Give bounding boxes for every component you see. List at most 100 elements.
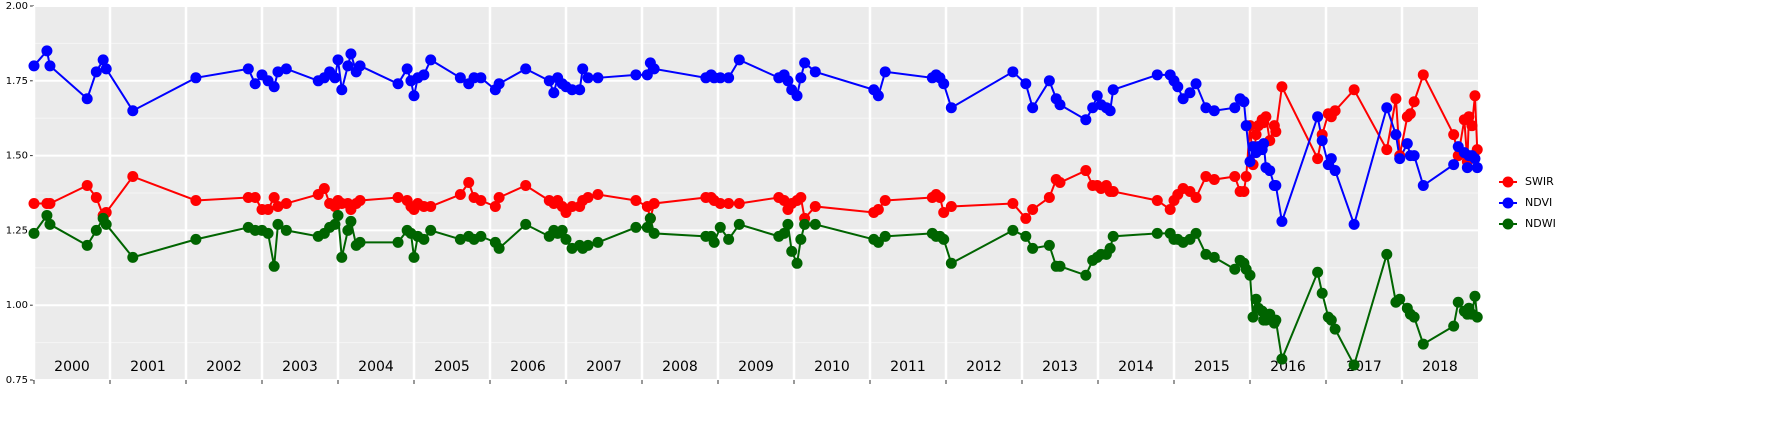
year-label: 2005: [434, 359, 470, 375]
data-point: [354, 194, 366, 206]
data-point: [1190, 227, 1202, 239]
data-point: [1151, 69, 1163, 81]
data-point: [708, 236, 720, 248]
data-point: [127, 171, 139, 183]
data-point: [582, 72, 594, 84]
data-point: [1408, 311, 1420, 323]
data-point: [1007, 224, 1019, 236]
y-tick-label: 1.25: [6, 225, 28, 236]
data-point: [879, 194, 891, 206]
data-point: [520, 180, 532, 192]
data-point: [489, 200, 501, 212]
y-tick-label: 1.00: [6, 300, 28, 311]
data-point: [280, 224, 292, 236]
legend-key: [1502, 197, 1514, 209]
data-point: [577, 63, 589, 75]
data-point: [318, 183, 330, 195]
data-point: [543, 75, 555, 87]
data-point: [280, 197, 292, 209]
data-point: [945, 102, 957, 114]
data-point: [879, 66, 891, 78]
data-point: [1208, 251, 1220, 263]
data-point: [799, 218, 811, 230]
data-point: [592, 188, 604, 200]
year-label: 2010: [814, 359, 850, 375]
data-point: [1151, 194, 1163, 206]
data-point: [582, 239, 594, 251]
data-point: [1348, 218, 1360, 230]
data-point: [463, 177, 475, 189]
year-label: 2008: [662, 359, 698, 375]
year-label: 2016: [1270, 359, 1306, 375]
data-point: [1250, 129, 1262, 141]
legend-label: NDVI: [1525, 196, 1552, 209]
data-point: [392, 78, 404, 90]
data-point: [1229, 102, 1241, 114]
data-point: [1417, 69, 1429, 81]
data-point: [872, 203, 884, 215]
data-point: [1107, 84, 1119, 96]
data-point: [392, 236, 404, 248]
data-point: [418, 69, 430, 81]
data-point: [408, 251, 420, 263]
data-point: [1325, 314, 1337, 326]
data-point: [1276, 215, 1288, 227]
data-point: [454, 233, 466, 245]
data-point: [425, 200, 437, 212]
data-point: [262, 227, 274, 239]
data-point: [1208, 174, 1220, 186]
data-point: [1316, 135, 1328, 147]
data-point: [262, 203, 274, 215]
data-point: [1325, 153, 1337, 165]
data-point: [1312, 266, 1324, 278]
data-point: [1270, 314, 1282, 326]
data-point: [329, 72, 341, 84]
data-point: [1229, 263, 1241, 275]
data-point: [190, 194, 202, 206]
data-point: [1164, 203, 1176, 215]
data-point: [28, 60, 40, 72]
data-point: [809, 218, 821, 230]
data-point: [1087, 102, 1099, 114]
data-point: [714, 72, 726, 84]
data-point: [1258, 138, 1270, 150]
data-point: [630, 221, 642, 233]
data-point: [520, 218, 532, 230]
data-point: [1020, 212, 1032, 224]
y-tick-label: 2.00: [6, 1, 28, 12]
data-point: [345, 215, 357, 227]
data-point: [566, 200, 578, 212]
data-point: [268, 260, 280, 272]
data-point: [268, 191, 280, 203]
data-point: [1200, 171, 1212, 183]
data-point: [1172, 81, 1184, 93]
data-point: [475, 194, 487, 206]
year-label: 2006: [510, 359, 546, 375]
data-point: [28, 227, 40, 239]
data-point: [249, 78, 261, 90]
data-point: [723, 72, 735, 84]
data-point: [97, 54, 109, 66]
data-point: [493, 78, 505, 90]
data-point: [81, 180, 93, 192]
data-point: [272, 66, 284, 78]
data-point: [648, 63, 660, 75]
data-point: [44, 60, 56, 72]
data-point: [938, 78, 950, 90]
data-point: [1329, 323, 1341, 335]
data-point: [1463, 111, 1475, 123]
data-point: [190, 72, 202, 84]
data-point: [1448, 320, 1460, 332]
data-point: [1247, 311, 1259, 323]
data-point: [1238, 96, 1250, 108]
data-point: [1471, 311, 1483, 323]
data-point: [1404, 108, 1416, 120]
data-point: [1080, 269, 1092, 281]
data-point: [1448, 159, 1460, 171]
data-point: [1264, 165, 1276, 177]
data-point: [1020, 78, 1032, 90]
data-point: [1348, 359, 1360, 371]
data-point: [190, 233, 202, 245]
data-point: [592, 72, 604, 84]
